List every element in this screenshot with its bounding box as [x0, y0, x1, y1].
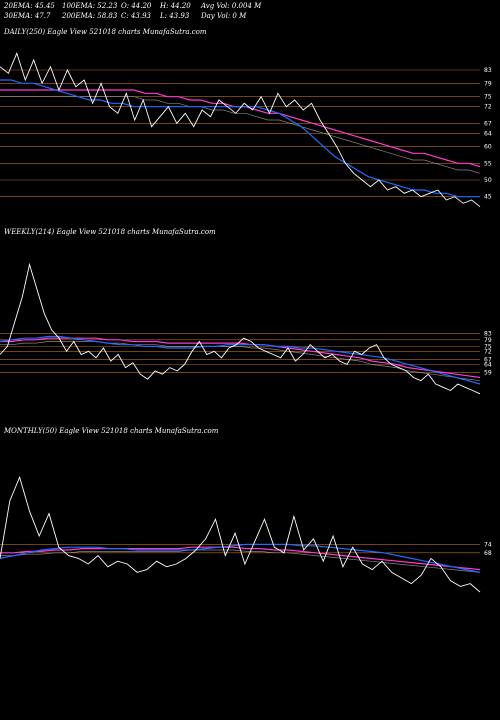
daily-level-label: 72 — [484, 104, 492, 111]
header-low: L: 43.93 — [160, 12, 190, 20]
weekly-level-label: 72 — [484, 348, 492, 355]
daily-level-label: 83 — [484, 67, 492, 74]
daily-ema-slow-line — [0, 89, 481, 168]
header-ema20: 20EMA: 45.45 — [4, 2, 55, 10]
weekly-level-label: 83 — [484, 330, 492, 337]
header-high: H: 44.20 — [160, 2, 191, 10]
header-ema30: 30EMA: 47.7 — [4, 12, 51, 20]
weekly-ema-fast-line — [0, 335, 481, 385]
header-close: C: 43.93 — [121, 12, 151, 20]
monthly-level-label: 74 — [484, 541, 492, 548]
header-ema100: 100EMA: 52.23 — [62, 2, 118, 10]
daily-ema-fast-line — [0, 79, 480, 198]
monthly-price-line — [0, 475, 481, 593]
weekly-level-label: 67 — [484, 356, 492, 363]
weekly-level-label: 64 — [484, 361, 492, 368]
daily-level-label: 45 — [484, 194, 492, 201]
weekly-level-label: 75 — [484, 343, 492, 350]
daily-panel-label: DAILY(250) Eagle View 521018 charts Muna… — [4, 28, 207, 36]
weekly-level-label: 59 — [484, 370, 492, 377]
weekly-ema-slow-line — [0, 337, 481, 379]
daily-level-label: 50 — [484, 177, 492, 184]
weekly-level-label: 79 — [484, 337, 492, 344]
daily-level-label: 67 — [484, 120, 492, 127]
daily-level-label: 75 — [484, 94, 492, 101]
monthly-panel-label: MONTHLY(50) Eagle View 521018 charts Mun… — [4, 427, 219, 435]
monthly-level-label: 68 — [484, 550, 492, 557]
weekly-ema-mid-line — [0, 341, 481, 382]
daily-level-label: 64 — [484, 130, 492, 137]
daily-price-line — [0, 51, 481, 208]
header-ema200: 200EMA: 58.83 — [62, 12, 118, 20]
header-open: O: 44.20 — [121, 2, 152, 10]
header-avgvol: Avg Vol: 0.004 M — [201, 2, 262, 10]
weekly-panel-label: WEEKLY(214) Eagle View 521018 charts Mun… — [4, 228, 216, 236]
daily-level-label: 79 — [484, 80, 492, 87]
header-dayvol: Day Vol: 0 M — [201, 12, 247, 20]
weekly-price-line — [0, 262, 481, 395]
daily-level-label: 60 — [484, 144, 492, 151]
monthly-ema-mid-line — [0, 549, 481, 573]
daily-level-label: 55 — [484, 160, 492, 167]
monthly-ema-fast-line — [0, 543, 481, 573]
